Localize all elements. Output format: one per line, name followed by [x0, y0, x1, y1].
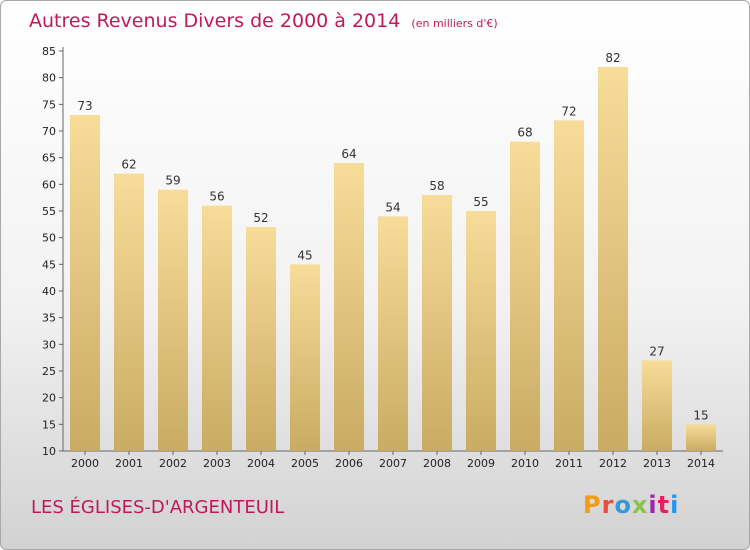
bar-2014	[686, 424, 716, 451]
bar-2008	[422, 195, 452, 451]
bar-2002	[158, 189, 188, 451]
logo-letter: t	[657, 491, 671, 519]
y-tick-label: 40	[42, 285, 56, 298]
bar-2005	[290, 264, 320, 451]
y-tick-label: 25	[42, 365, 56, 378]
bar-2004	[246, 227, 276, 451]
y-tick-label: 50	[42, 232, 56, 245]
y-tick-label: 20	[42, 392, 56, 405]
x-tick-label: 2001	[115, 457, 143, 470]
bar-2009	[466, 211, 496, 451]
x-tick-label: 2014	[687, 457, 715, 470]
commune-name: LES ÉGLISES-D'ARGENTEUIL	[31, 497, 285, 518]
bar-value-label: 82	[605, 51, 620, 65]
logo-letter: x	[631, 491, 649, 519]
y-tick-label: 80	[42, 72, 56, 85]
bar-2006	[334, 163, 364, 451]
y-tick-label: 75	[42, 98, 56, 111]
bar-2012	[598, 67, 628, 451]
y-tick-label: 15	[42, 418, 56, 431]
y-tick-label: 35	[42, 312, 56, 325]
bar-layer: 73 62 59 56 52 45 64 54 58 55 68 72 82 27 15	[70, 51, 716, 451]
chart-title: Autres Revenus Divers de 2000 à 2014	[29, 10, 401, 32]
chart-subtitle: (en milliers d'€)	[411, 17, 498, 30]
bar-value-label: 55	[473, 195, 488, 209]
bar-value-label: 54	[385, 200, 400, 214]
bar-value-label: 73	[77, 99, 92, 113]
bar-value-label: 59	[165, 174, 180, 188]
proxiti-logo[interactable]: Proxiti	[583, 491, 679, 519]
title-block: Autres Revenus Divers de 2000 à 2014 (en…	[29, 10, 498, 32]
bar-value-label: 62	[121, 158, 136, 172]
x-tick-label: 2010	[511, 457, 539, 470]
x-tick-label: 2013	[643, 457, 671, 470]
logo-letter: P	[583, 491, 602, 519]
logo-letter: r	[601, 491, 615, 519]
x-tick-label: 2011	[555, 457, 583, 470]
bar-2000	[70, 115, 100, 451]
bar-value-label: 64	[341, 147, 356, 161]
y-tick-label: 10	[42, 445, 56, 458]
x-tick-label: 2004	[247, 457, 275, 470]
bar-2003	[202, 205, 232, 451]
y-tick-label: 30	[42, 338, 56, 351]
x-tick-label: 2012	[599, 457, 627, 470]
logo-letter: i	[670, 491, 680, 519]
y-tick-label: 65	[42, 152, 56, 165]
bar-2011	[554, 120, 584, 451]
bar-2001	[114, 173, 144, 451]
x-tick-label: 2003	[203, 457, 231, 470]
y-tick-label: 70	[42, 125, 56, 138]
bar-value-label: 56	[209, 190, 224, 204]
y-tick-label: 55	[42, 205, 56, 218]
y-tick-label: 45	[42, 258, 56, 271]
bar-value-label: 72	[561, 104, 576, 118]
x-tick-label: 2009	[467, 457, 495, 470]
x-tick-label: 2006	[335, 457, 363, 470]
x-tick-label: 2007	[379, 457, 407, 470]
x-tick-label: 2005	[291, 457, 319, 470]
x-tick-label: 2002	[159, 457, 187, 470]
logo-letter: i	[648, 491, 658, 519]
bar-2010	[510, 141, 540, 451]
bar-value-label: 45	[297, 248, 312, 262]
bar-value-label: 52	[253, 211, 268, 225]
x-tick-label: 2000	[71, 457, 99, 470]
bar-value-label: 27	[649, 344, 664, 358]
bar-value-label: 15	[693, 408, 708, 422]
y-tick-label: 60	[42, 178, 56, 191]
bar-2007	[378, 216, 408, 451]
y-tick-label: 85	[42, 45, 56, 58]
x-tick-label: 2008	[423, 457, 451, 470]
bar-value-label: 58	[429, 179, 444, 193]
bar-2013	[642, 360, 672, 451]
logo-letter: o	[614, 491, 632, 519]
bar-value-label: 68	[517, 126, 532, 140]
